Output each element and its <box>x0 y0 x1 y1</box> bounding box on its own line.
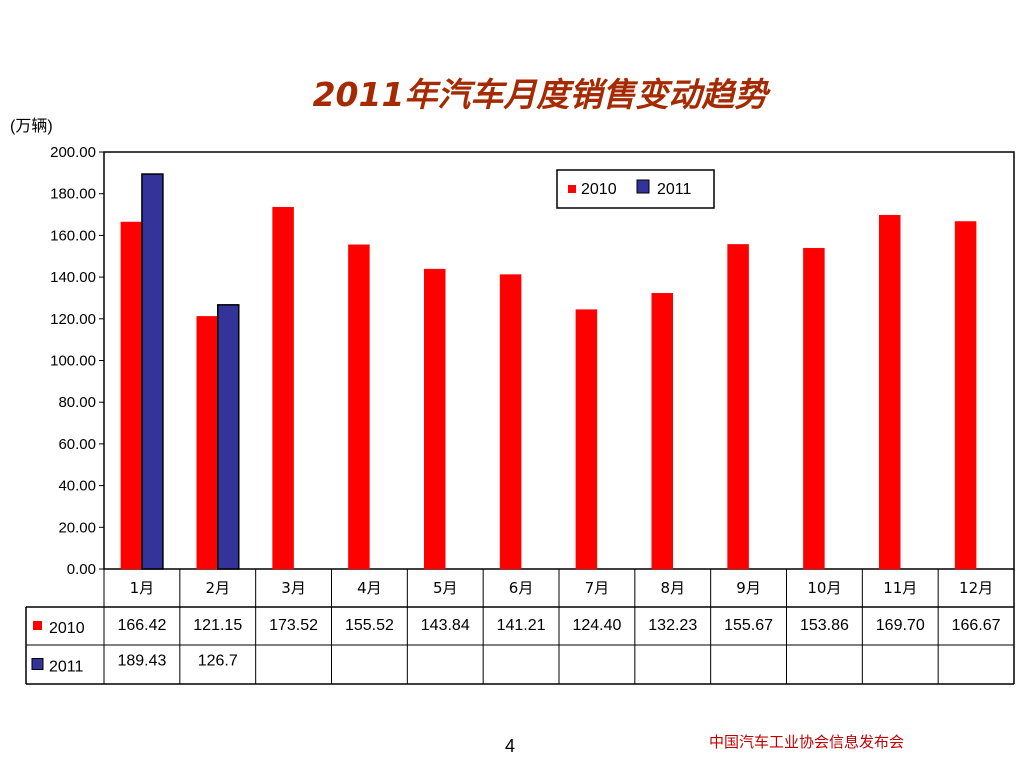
y-tick-label: 40.00 <box>58 478 96 495</box>
x-tick-label: 8月 <box>660 579 685 597</box>
data-value-label: 126.7 <box>198 653 238 670</box>
x-tick-label: 4月 <box>357 579 382 597</box>
x-tick-label: 12月 <box>959 579 993 597</box>
chart-title-text: 2011年汽车月度销售变动趋势 <box>312 75 768 114</box>
data-value-label: 155.52 <box>345 617 394 634</box>
y-tick-label: 160.00 <box>50 227 96 244</box>
y-tick-label: 200.00 <box>50 144 96 161</box>
y-tick-label: 140.00 <box>50 269 96 286</box>
data-value-label: 189.43 <box>117 653 166 670</box>
data-value-label: 143.84 <box>421 617 470 634</box>
data-value-label: 155.67 <box>724 617 773 634</box>
x-tick-label: 3月 <box>281 579 306 597</box>
bar-2010 <box>196 316 218 570</box>
footer-organization: 中国汽车工业协会信息发布会 <box>709 733 905 751</box>
x-tick-label: 10月 <box>807 579 841 597</box>
plot-area <box>103 151 1015 570</box>
y-tick-label: 100.00 <box>50 353 96 370</box>
table-key-2011 <box>31 658 44 670</box>
table-series-name: 2010 <box>49 620 85 637</box>
data-value-label: 153.86 <box>800 617 849 634</box>
y-tick-label: 80.00 <box>58 394 96 411</box>
legend-key-2011 <box>636 179 650 194</box>
bar-2010 <box>575 309 598 570</box>
x-tick-label: 1月 <box>130 579 155 597</box>
bar-2010 <box>272 206 294 570</box>
bar-2010 <box>120 221 143 570</box>
y-tick-label: 0.00 <box>67 561 96 578</box>
data-value-label: 121.15 <box>193 617 242 634</box>
legend-box <box>556 169 715 209</box>
table-key-2010 <box>33 621 42 630</box>
x-tick-label: 6月 <box>509 579 534 597</box>
x-tick-label: 9月 <box>736 579 761 597</box>
y-axis-unit-label: (万辆) <box>10 118 53 135</box>
bar-2010 <box>803 247 825 570</box>
bar-2010 <box>651 293 673 570</box>
bar-2010 <box>424 268 446 570</box>
data-value-label: 166.42 <box>117 617 166 634</box>
table-series-name: 2011 <box>49 659 84 676</box>
x-tick-label: 11月 <box>883 579 917 597</box>
bar-2011 <box>217 304 240 570</box>
bar-2010 <box>954 221 977 570</box>
data-value-label: 166.67 <box>952 617 1001 634</box>
legend-key-2010 <box>568 185 576 193</box>
y-tick-label: 20.00 <box>58 519 96 536</box>
page-number: 4 <box>505 736 516 756</box>
data-value-label: 124.40 <box>572 617 621 634</box>
bar-2010 <box>499 274 522 570</box>
x-tick-label: 2月 <box>205 579 230 597</box>
y-tick-label: 180.00 <box>50 186 96 203</box>
chart-title: 2011年汽车月度销售变动趋势 <box>0 68 1024 116</box>
bar-2010 <box>727 244 749 570</box>
x-tick-label: 7月 <box>585 579 610 597</box>
data-value-label: 141.21 <box>497 617 546 634</box>
bar-2011 <box>141 173 164 570</box>
y-tick-label: 120.00 <box>50 311 96 328</box>
legend-label-2011: 2011 <box>657 181 692 198</box>
x-tick-label: 5月 <box>433 579 458 597</box>
data-value-label: 169.70 <box>876 617 925 634</box>
data-value-label: 132.23 <box>648 617 697 634</box>
data-value-label: 173.52 <box>269 617 318 634</box>
bar-2010 <box>348 244 370 570</box>
y-tick-label: 60.00 <box>58 436 96 453</box>
bar-2010 <box>879 214 901 570</box>
legend-label-2010: 2010 <box>581 181 617 198</box>
